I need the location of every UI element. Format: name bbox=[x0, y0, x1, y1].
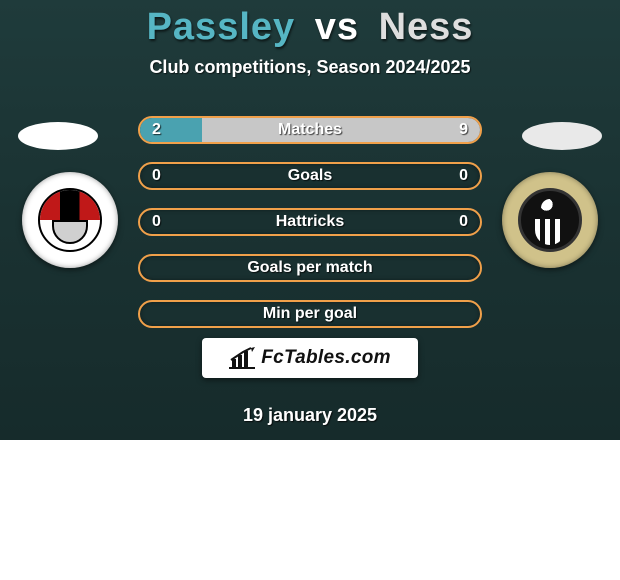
bar-chart-icon bbox=[229, 347, 255, 369]
title: Passley vs Ness bbox=[0, 0, 620, 49]
stat-bar: Min per goal bbox=[138, 300, 482, 328]
stat-value-left: 0 bbox=[152, 213, 161, 231]
player1-club-badge bbox=[22, 172, 118, 268]
comparison-card: Passley vs Ness Club competitions, Seaso… bbox=[0, 0, 620, 440]
player1-oval bbox=[18, 122, 98, 150]
player1-name: Passley bbox=[147, 6, 296, 48]
player2-club-badge bbox=[502, 172, 598, 268]
stat-bar: 0Goals0 bbox=[138, 162, 482, 190]
bromley-crest-icon bbox=[38, 188, 102, 252]
branding-badge: FcTables.com bbox=[202, 338, 418, 378]
stat-label: Min per goal bbox=[152, 305, 468, 323]
date-text: 19 january 2025 bbox=[0, 405, 620, 426]
stat-value-right: 0 bbox=[459, 213, 468, 231]
stat-label: Hattricks bbox=[161, 213, 459, 231]
player2-oval bbox=[522, 122, 602, 150]
subtitle: Club competitions, Season 2024/2025 bbox=[0, 57, 620, 78]
stat-label: Matches bbox=[161, 121, 459, 139]
branding-text: FcTables.com bbox=[261, 347, 391, 369]
stat-bar: Goals per match bbox=[138, 254, 482, 282]
vs-text: vs bbox=[315, 6, 359, 48]
stat-value-left: 2 bbox=[152, 121, 161, 139]
stat-value-right: 0 bbox=[459, 167, 468, 185]
stat-bar: 0Hattricks0 bbox=[138, 208, 482, 236]
stat-bar: 2Matches9 bbox=[138, 116, 482, 144]
stat-value-left: 0 bbox=[152, 167, 161, 185]
player2-name: Ness bbox=[379, 6, 474, 48]
notts-county-crest-icon bbox=[518, 188, 582, 252]
stat-bars: 2Matches90Goals00Hattricks0Goals per mat… bbox=[138, 116, 482, 328]
stat-label: Goals per match bbox=[152, 259, 468, 277]
stat-value-right: 9 bbox=[459, 121, 468, 139]
stat-label: Goals bbox=[161, 167, 459, 185]
